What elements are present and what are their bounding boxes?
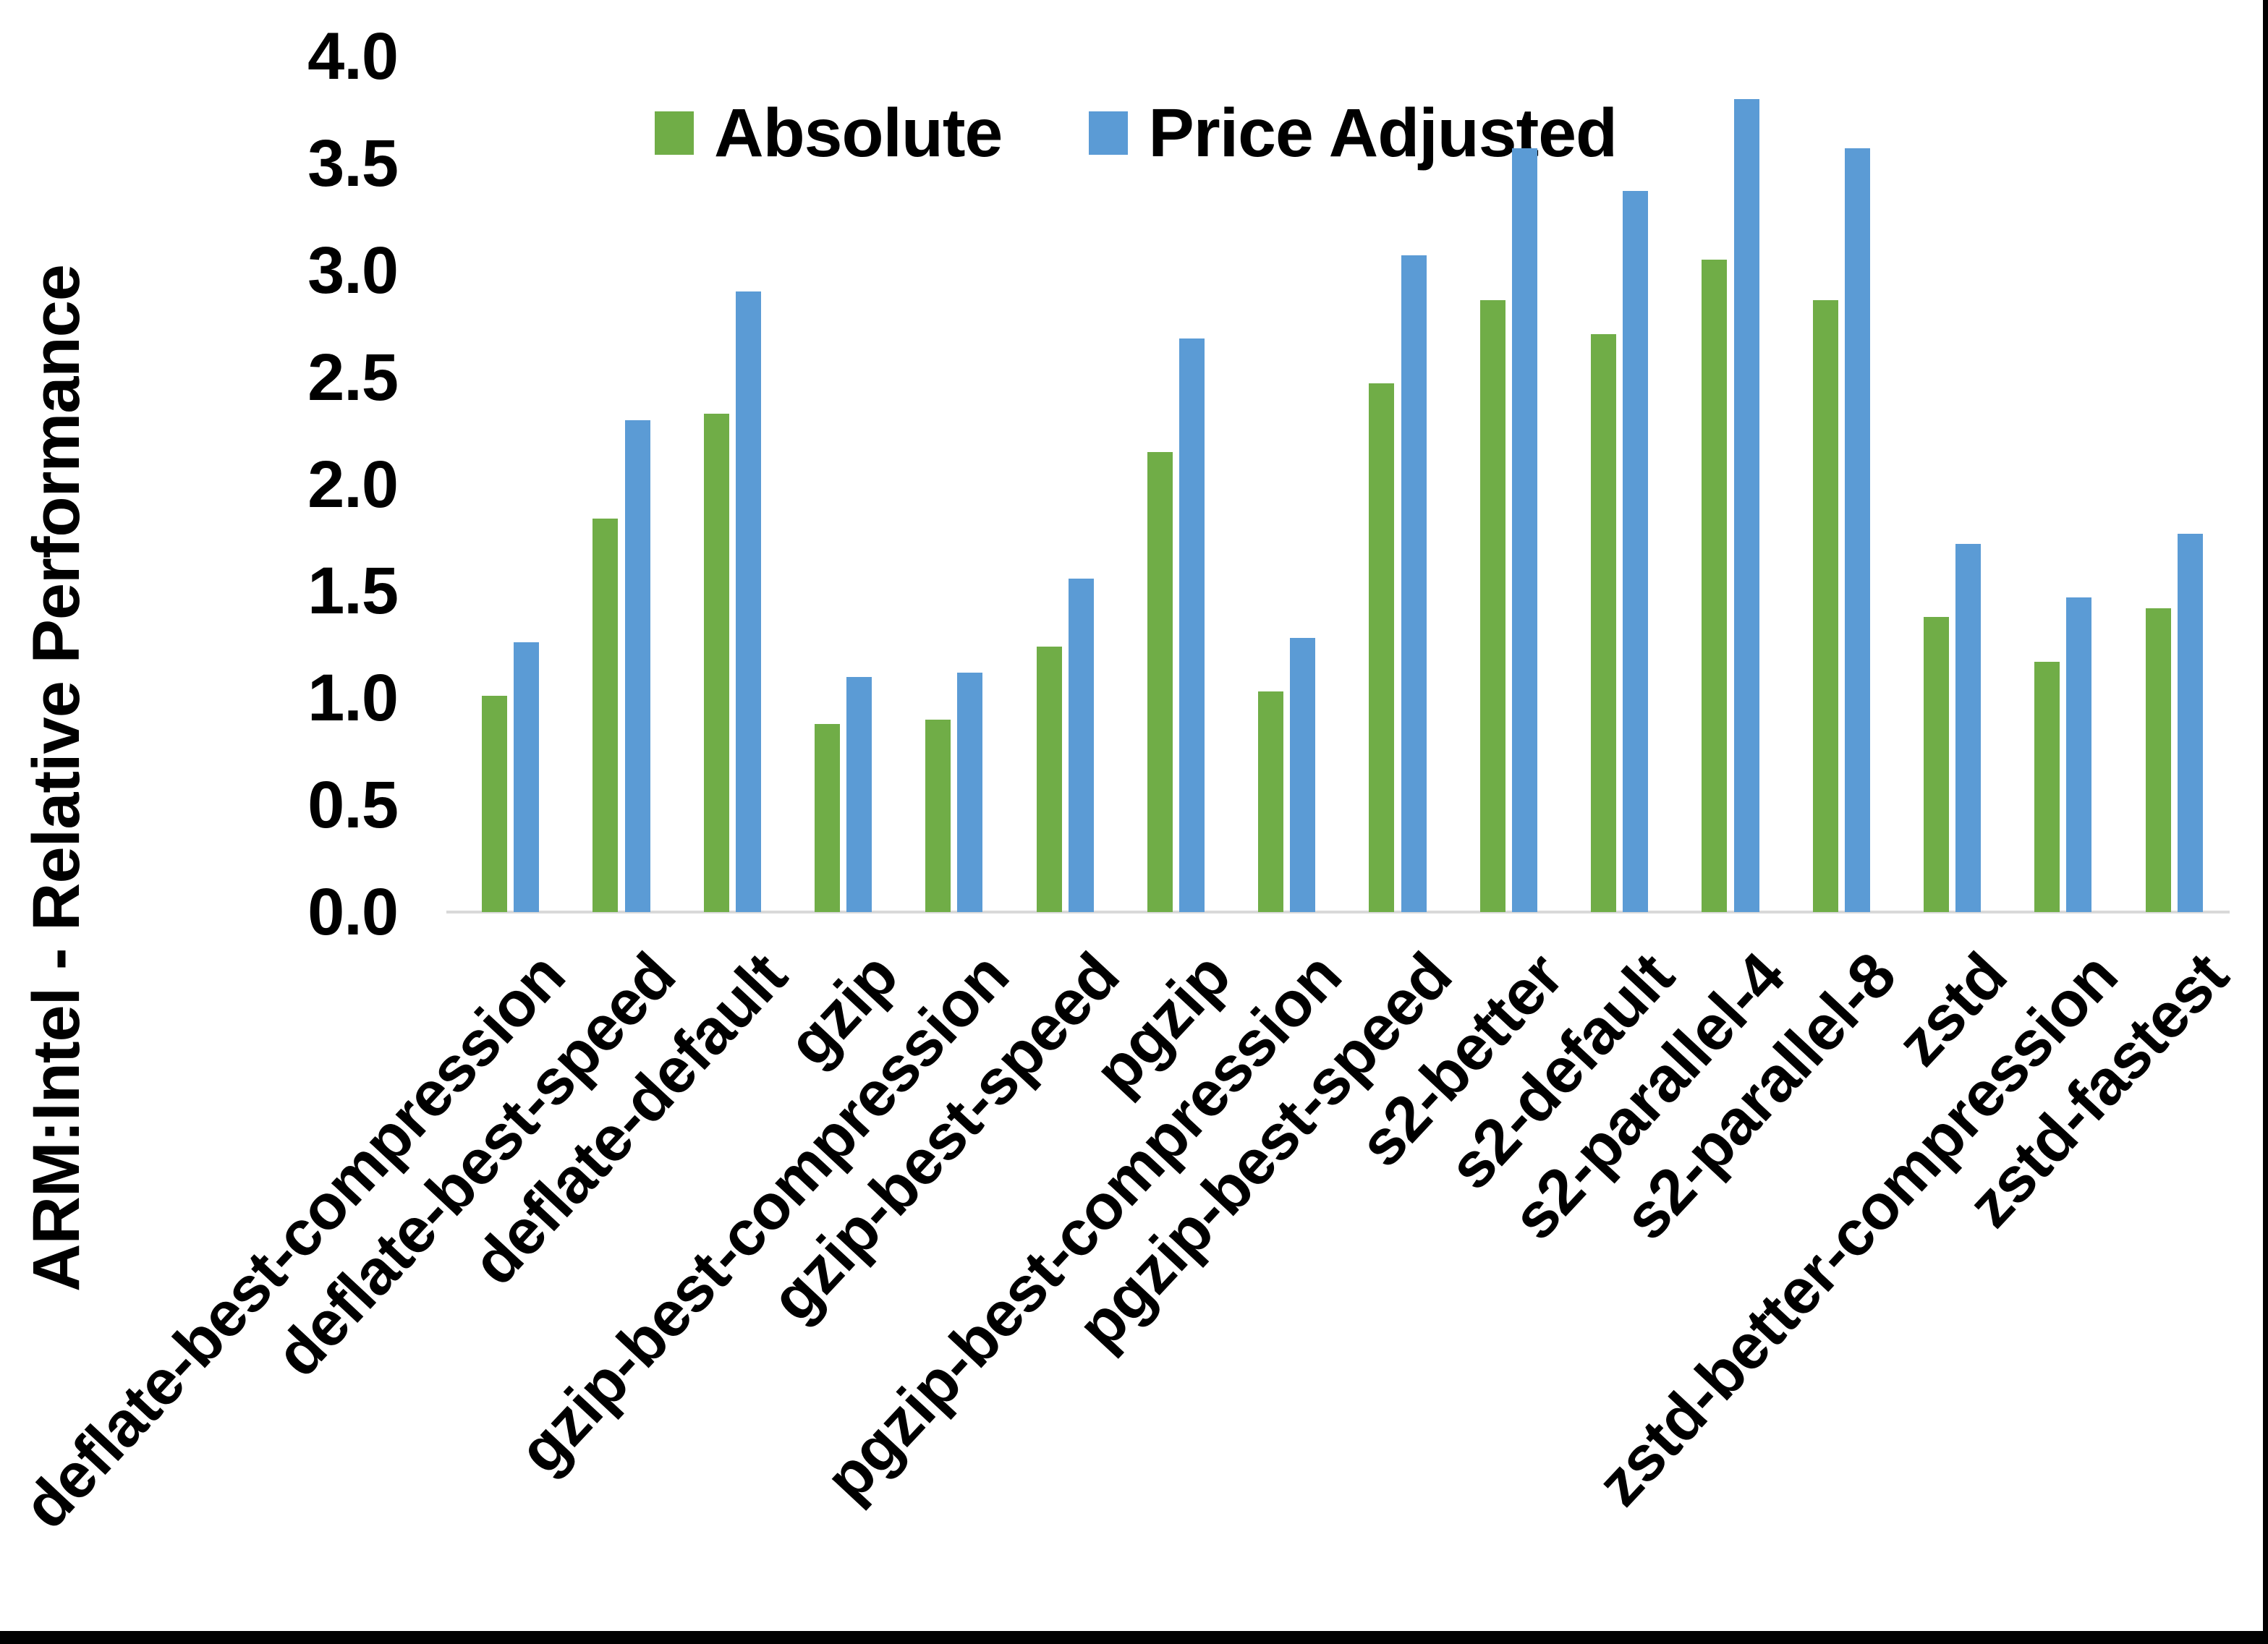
bar-price-adjusted <box>1401 255 1427 912</box>
bar-absolute <box>703 413 729 912</box>
bar-absolute <box>1258 691 1284 912</box>
bar-absolute <box>2145 608 2171 912</box>
legend-item-price-adjusted: Price Adjusted <box>1089 94 1618 173</box>
x-axis-line <box>446 911 2230 913</box>
bar-price-adjusted <box>735 291 761 912</box>
bar-price-adjusted <box>957 672 983 912</box>
bar-absolute <box>1036 647 1062 912</box>
y-tick-label: 2.0 <box>307 447 399 521</box>
bar-price-adjusted <box>1068 578 1094 912</box>
y-tick-label: 1.0 <box>307 661 399 736</box>
y-tick-label: 4.0 <box>307 20 399 93</box>
y-tick-label: 0.5 <box>307 768 399 843</box>
bar-absolute <box>814 723 840 912</box>
bar-price-adjusted <box>1623 191 1649 912</box>
y-tick-label: 3.0 <box>307 233 399 307</box>
bar-price-adjusted <box>514 642 540 912</box>
bar-price-adjusted <box>1955 544 1982 912</box>
bar-price-adjusted <box>1733 99 1759 912</box>
bar-absolute <box>2034 661 2060 912</box>
bar-absolute <box>593 518 619 912</box>
bar-price-adjusted <box>1511 148 1537 912</box>
bar-price-adjusted <box>2177 533 2203 912</box>
bar-absolute <box>1923 616 1949 912</box>
y-tick-label: 0.0 <box>307 875 399 949</box>
y-tick-label: 2.5 <box>307 340 399 414</box>
bar-price-adjusted <box>624 419 650 912</box>
bar-absolute <box>482 696 508 912</box>
bar-absolute <box>925 719 951 912</box>
bar-absolute <box>1479 300 1505 912</box>
bar-price-adjusted <box>1290 638 1316 912</box>
bar-price-adjusted <box>1179 338 1205 912</box>
bar-price-adjusted <box>2066 597 2092 912</box>
y-tick-label: 1.5 <box>307 554 399 629</box>
legend-swatch-price-adjusted-icon <box>1089 111 1129 155</box>
bar-price-adjusted <box>1844 148 1870 912</box>
legend-swatch-absolute-icon <box>655 111 694 155</box>
legend-label-price-adjusted: Price Adjusted <box>1148 94 1618 171</box>
bar-absolute <box>1369 383 1395 912</box>
legend-item-absolute: Absolute <box>655 94 1003 173</box>
legend-label-absolute: Absolute <box>714 94 1003 171</box>
y-tick-label: 3.5 <box>307 126 399 200</box>
bar-absolute <box>1147 452 1173 912</box>
bar-absolute <box>1591 334 1617 912</box>
bar-price-adjusted <box>846 676 872 912</box>
legend: Absolute Price Adjusted <box>655 93 1618 174</box>
bar-absolute <box>1812 300 1838 912</box>
right-edge-strip <box>2263 0 2268 1644</box>
bottom-edge-strip <box>0 1631 2268 1644</box>
bar-absolute <box>1702 259 1728 912</box>
